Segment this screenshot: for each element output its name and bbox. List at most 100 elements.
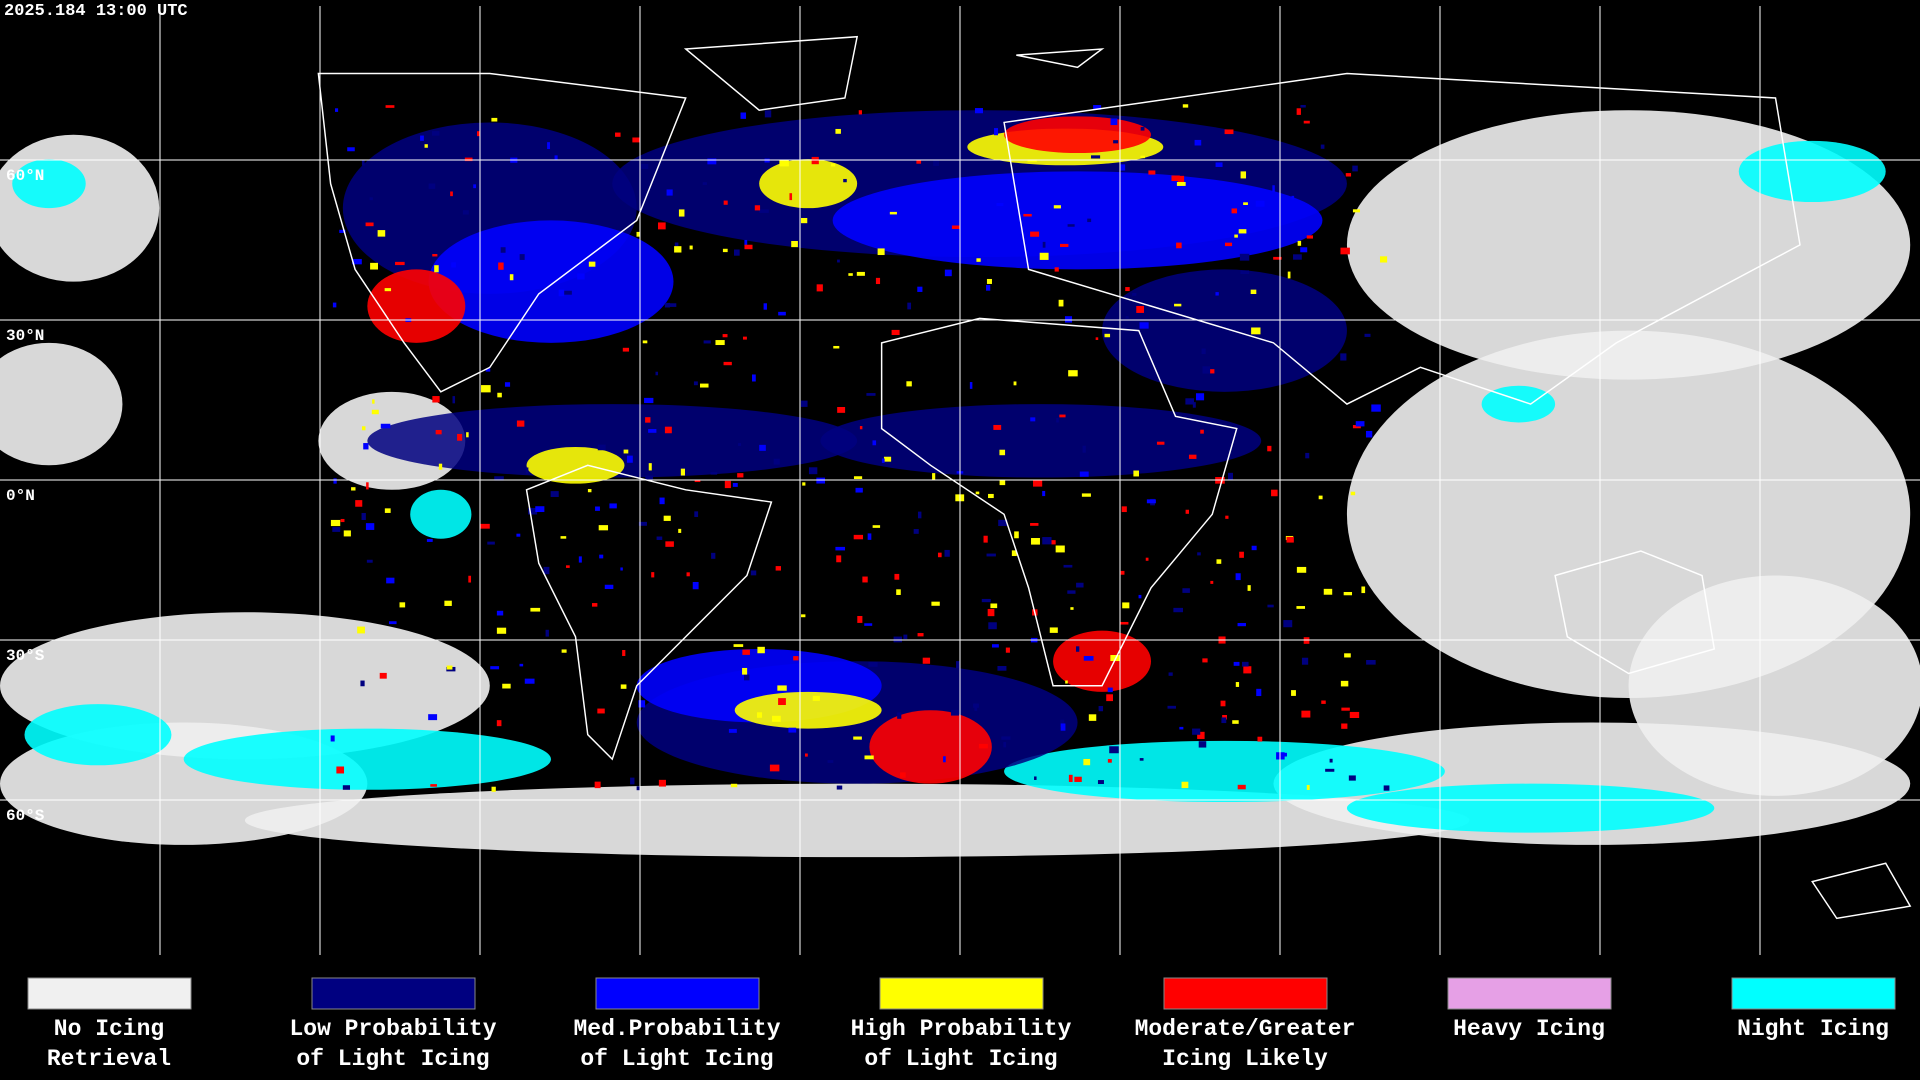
icing-speck — [1076, 582, 1084, 588]
icing-speck — [779, 159, 789, 167]
icing-speck — [1301, 657, 1309, 665]
icing-speck — [1182, 588, 1190, 593]
icing-speck — [742, 336, 747, 340]
legend-label: Moderate/Greater — [1135, 1016, 1356, 1042]
icing-speck — [524, 678, 535, 684]
icing-speck — [656, 536, 663, 540]
icing-speck — [1323, 588, 1333, 595]
icing-speck — [595, 506, 600, 511]
icing-speck — [1273, 256, 1282, 260]
icing-speck — [1095, 337, 1099, 340]
icing-speck — [1042, 537, 1052, 545]
icing-speck — [384, 288, 392, 292]
icing-speck — [1063, 564, 1073, 568]
icing-speck — [1305, 452, 1310, 459]
icing-speck — [1177, 175, 1185, 183]
icing-speck — [986, 284, 991, 291]
icing-speck — [372, 399, 375, 404]
icing-speck — [986, 278, 992, 284]
legend-swatch — [1447, 977, 1612, 1010]
icing-speck — [802, 482, 806, 486]
icing-speck — [638, 521, 647, 526]
icing-speck — [1034, 776, 1037, 780]
icing-speck — [535, 506, 545, 513]
icing-speck — [711, 552, 716, 559]
icing-speck — [1074, 776, 1082, 782]
icing-speck — [565, 565, 570, 568]
icing-speck — [365, 523, 375, 530]
icing-speck — [563, 290, 572, 295]
icing-speck — [473, 184, 477, 189]
icing-speck — [900, 772, 906, 778]
icing-speck — [1185, 509, 1189, 514]
icing-speck — [1125, 287, 1130, 292]
icing-speck — [1106, 694, 1113, 702]
icing-speck — [430, 784, 437, 787]
icing-speck — [680, 468, 685, 476]
icing-speck — [497, 392, 502, 398]
icing-speck — [1345, 173, 1352, 177]
icing-speck — [1121, 506, 1127, 513]
icing-speck — [1011, 550, 1017, 557]
icing-speck — [835, 546, 846, 551]
icing-speck — [1023, 213, 1032, 217]
icing-speck — [361, 512, 366, 520]
icing-speck — [638, 700, 646, 708]
icing-speck — [1318, 495, 1323, 500]
icing-speck — [561, 649, 567, 653]
icing-speck — [1286, 536, 1294, 543]
icing-speck — [476, 131, 481, 137]
icing-speck — [424, 144, 428, 148]
icing-speck — [1110, 655, 1120, 662]
icing-speck — [1087, 218, 1092, 223]
icing-speck — [1272, 185, 1275, 193]
icing-speck — [1251, 545, 1257, 551]
icing-speck — [742, 649, 750, 655]
icing-speck — [1364, 333, 1371, 337]
icing-speck — [1182, 104, 1189, 108]
icing-speck — [519, 663, 524, 667]
icing-speck — [702, 182, 707, 185]
icing-speck — [366, 559, 373, 563]
icing-speck — [1064, 316, 1073, 323]
icing-speck — [525, 467, 529, 474]
graticule — [0, 6, 1920, 955]
icing-speck — [352, 258, 362, 265]
icing-speck — [432, 254, 438, 257]
icing-speck — [491, 786, 496, 792]
icing-speck — [1083, 655, 1094, 661]
icing-speck — [757, 646, 765, 654]
icing-speck — [516, 420, 525, 427]
icing-speck — [1167, 705, 1176, 709]
icing-speck — [377, 230, 386, 237]
icing-speck — [664, 426, 672, 434]
icing-speck — [1176, 242, 1182, 249]
icing-speck — [1003, 742, 1007, 748]
icing-speck — [450, 191, 453, 197]
icing-speck — [1255, 200, 1265, 207]
icing-speck — [831, 163, 836, 167]
icing-speck — [944, 549, 950, 557]
icing-speck — [1216, 559, 1222, 564]
icing-speck — [330, 735, 335, 742]
icing-speck — [791, 240, 798, 248]
icing-speck — [978, 743, 988, 749]
icing-speck — [620, 684, 627, 689]
icing-speck — [577, 273, 585, 280]
icing-speck — [827, 760, 834, 763]
icing-speck — [1030, 522, 1039, 526]
icing-speck — [591, 603, 598, 607]
icing-speck — [1176, 181, 1186, 186]
icing-speck — [744, 674, 750, 681]
icing-speck — [666, 189, 673, 196]
icing-speck — [990, 603, 998, 609]
icing-speck — [1195, 393, 1205, 401]
icing-region — [1481, 385, 1556, 423]
icing-speck — [872, 525, 881, 528]
icing-region — [734, 691, 882, 729]
icing-speck — [1120, 570, 1125, 575]
icing-speck — [856, 271, 865, 276]
icing-speck — [1097, 780, 1104, 785]
icing-speck — [896, 589, 901, 595]
icing-speck — [667, 303, 677, 307]
